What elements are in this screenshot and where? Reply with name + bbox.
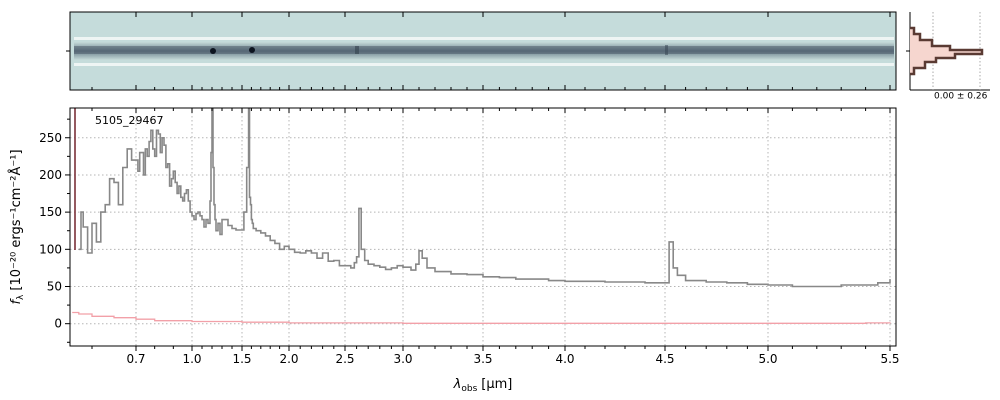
x-axis-label-main: λ xyxy=(453,377,462,392)
y-axis-label-sub: λ xyxy=(16,294,26,300)
spectrum-2d-panel xyxy=(66,11,910,91)
x-tick-label: 3.0 xyxy=(393,352,412,366)
x-tick-label: 2.0 xyxy=(279,352,298,366)
x-tick-label: 3.5 xyxy=(473,352,492,366)
x-axis-label-sub: obs xyxy=(461,384,477,394)
emission-blob xyxy=(249,47,255,53)
x-tick-label: 4.0 xyxy=(555,352,574,366)
y-tick-label: 100 xyxy=(39,242,62,256)
spatial-profile-panel: 0.00 ± 0.26 xyxy=(909,12,990,102)
x-axis-label-unit: [μm] xyxy=(481,377,512,392)
x-tick-label: 2.5 xyxy=(335,352,354,366)
error-spectrum-line xyxy=(72,311,891,324)
object-label: 5105_29467 xyxy=(95,114,164,127)
y-axis-label: fλ [10⁻²⁰ ergs⁻¹cm⁻²Å⁻¹] xyxy=(8,149,26,304)
y-tick-label: 150 xyxy=(39,205,62,219)
emission-blob xyxy=(210,48,216,54)
y-tick-label: 0 xyxy=(54,317,62,331)
x-tick-label: 1.0 xyxy=(182,352,201,366)
y-axis-ticks: 0 50 100 150 200 250 xyxy=(39,118,70,343)
x-axis-ticks: 0.7 1.0 1.5 2.0 2.5 3.0 3.5 4.0 4.5 5.0 5.5 xyxy=(91,108,900,366)
y-tick-label: 50 xyxy=(47,280,62,294)
x-tick-label: 4.5 xyxy=(655,352,674,366)
y-axis-label-main: f xyxy=(9,298,24,305)
x-tick-label: 1.5 xyxy=(232,352,251,366)
profile-label: 0.00 ± 0.26 xyxy=(934,92,988,102)
x-tick-label: 5.0 xyxy=(758,352,777,366)
y-tick-label: 250 xyxy=(39,131,62,145)
x-axis-label: λobs [μm] xyxy=(453,377,513,394)
x-tick-label: 5.5 xyxy=(880,352,899,366)
y-tick-label: 200 xyxy=(39,168,62,182)
x-tick-label: 0.7 xyxy=(126,352,145,366)
spectrum-2d-trace xyxy=(74,42,894,60)
y-axis-label-unit: [10⁻²⁰ ergs⁻¹cm⁻²Å⁻¹] xyxy=(8,149,24,290)
flux-spectrum-line xyxy=(78,108,891,288)
spatial-profile-line xyxy=(910,26,984,76)
main-plot: 0.7 1.0 1.5 2.0 2.5 3.0 3.5 4.0 4.5 5.0 5.5 0 50 100… xyxy=(39,107,900,366)
spatial-profile-fill xyxy=(910,28,982,74)
